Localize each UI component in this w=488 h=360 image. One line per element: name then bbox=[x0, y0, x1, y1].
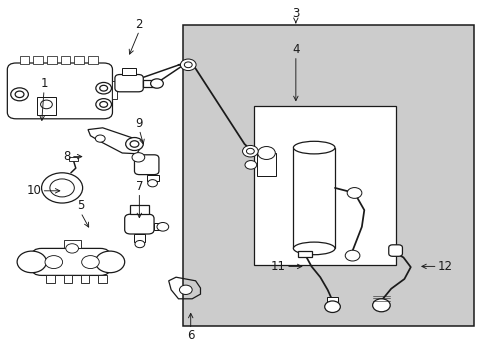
Circle shape bbox=[50, 179, 74, 197]
Circle shape bbox=[184, 62, 192, 68]
FancyBboxPatch shape bbox=[7, 63, 112, 119]
Bar bbox=[20, 56, 29, 64]
Bar bbox=[298, 251, 311, 257]
Circle shape bbox=[65, 244, 78, 253]
Text: 4: 4 bbox=[291, 43, 299, 56]
Bar bbox=[112, 81, 117, 99]
Circle shape bbox=[135, 240, 144, 248]
Circle shape bbox=[257, 147, 275, 159]
Text: 11: 11 bbox=[270, 260, 285, 273]
Circle shape bbox=[81, 256, 99, 269]
Bar bbox=[154, 223, 163, 230]
Bar bbox=[46, 275, 55, 283]
Bar bbox=[256, 153, 276, 176]
Circle shape bbox=[150, 79, 163, 88]
Circle shape bbox=[17, 251, 46, 273]
Bar bbox=[81, 275, 89, 283]
Bar bbox=[122, 68, 136, 75]
FancyBboxPatch shape bbox=[388, 245, 402, 256]
Bar bbox=[98, 275, 106, 283]
Circle shape bbox=[15, 91, 24, 98]
Bar bbox=[74, 56, 84, 64]
Bar bbox=[134, 234, 145, 242]
FancyBboxPatch shape bbox=[124, 214, 154, 234]
Ellipse shape bbox=[293, 242, 334, 255]
Text: 10: 10 bbox=[27, 184, 41, 197]
Circle shape bbox=[41, 100, 52, 109]
Circle shape bbox=[246, 148, 254, 154]
Bar bbox=[63, 240, 81, 248]
Bar bbox=[146, 175, 159, 181]
Bar bbox=[143, 80, 157, 87]
Circle shape bbox=[147, 180, 157, 187]
Bar bbox=[47, 56, 57, 64]
Text: 5: 5 bbox=[77, 199, 84, 212]
Ellipse shape bbox=[293, 141, 334, 154]
Bar bbox=[254, 106, 395, 265]
Circle shape bbox=[242, 145, 258, 157]
Bar bbox=[37, 97, 56, 115]
Circle shape bbox=[100, 85, 107, 91]
Circle shape bbox=[96, 82, 111, 94]
Bar bbox=[129, 205, 149, 214]
Circle shape bbox=[125, 138, 143, 150]
Circle shape bbox=[100, 102, 107, 107]
Circle shape bbox=[157, 222, 168, 231]
Text: 1: 1 bbox=[40, 77, 48, 90]
Circle shape bbox=[45, 256, 62, 269]
Bar bbox=[61, 56, 70, 64]
FancyBboxPatch shape bbox=[32, 248, 110, 275]
FancyBboxPatch shape bbox=[134, 155, 159, 175]
Circle shape bbox=[11, 88, 28, 101]
Circle shape bbox=[41, 173, 82, 203]
Bar bbox=[88, 56, 98, 64]
Bar bbox=[293, 148, 334, 248]
Circle shape bbox=[372, 299, 389, 312]
Text: 2: 2 bbox=[135, 18, 143, 31]
Circle shape bbox=[95, 251, 124, 273]
FancyBboxPatch shape bbox=[115, 75, 143, 92]
Bar bbox=[69, 157, 78, 161]
Text: 7: 7 bbox=[135, 180, 143, 193]
Circle shape bbox=[345, 250, 359, 261]
Circle shape bbox=[132, 153, 144, 162]
Circle shape bbox=[324, 301, 340, 312]
Bar bbox=[33, 56, 43, 64]
Bar bbox=[63, 275, 72, 283]
Text: 12: 12 bbox=[437, 260, 452, 273]
Circle shape bbox=[130, 141, 139, 147]
Circle shape bbox=[96, 99, 111, 110]
Bar bbox=[183, 25, 473, 326]
Text: 6: 6 bbox=[186, 329, 194, 342]
Circle shape bbox=[180, 59, 196, 71]
Text: 8: 8 bbox=[63, 150, 71, 163]
Bar bbox=[326, 297, 338, 302]
Circle shape bbox=[95, 135, 105, 142]
Circle shape bbox=[346, 188, 361, 198]
Circle shape bbox=[179, 285, 192, 294]
Text: 3: 3 bbox=[291, 7, 299, 20]
Circle shape bbox=[244, 161, 256, 169]
Text: 9: 9 bbox=[135, 117, 143, 130]
